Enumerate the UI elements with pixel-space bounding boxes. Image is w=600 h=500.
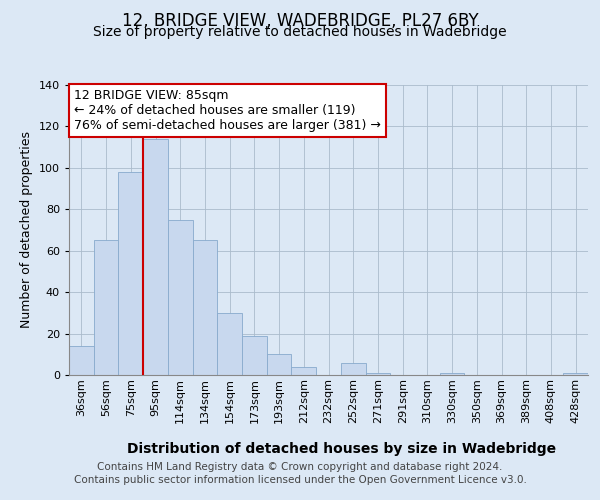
Bar [69,346,94,375]
Text: 12 BRIDGE VIEW: 85sqm
← 24% of detached houses are smaller (119)
76% of semi-det: 12 BRIDGE VIEW: 85sqm ← 24% of detached … [74,90,381,132]
Text: Contains public sector information licensed under the Open Government Licence v3: Contains public sector information licen… [74,475,526,485]
Bar [217,313,242,375]
Bar [365,373,390,375]
Bar [118,172,143,375]
Text: Distribution of detached houses by size in Wadebridge: Distribution of detached houses by size … [127,442,557,456]
Bar [267,354,292,375]
Bar [143,139,168,375]
Text: Size of property relative to detached houses in Wadebridge: Size of property relative to detached ho… [93,25,507,39]
Bar [193,240,217,375]
Text: Contains HM Land Registry data © Crown copyright and database right 2024.: Contains HM Land Registry data © Crown c… [97,462,503,472]
Bar [242,336,267,375]
Text: 12, BRIDGE VIEW, WADEBRIDGE, PL27 6BY: 12, BRIDGE VIEW, WADEBRIDGE, PL27 6BY [122,12,478,30]
Y-axis label: Number of detached properties: Number of detached properties [20,132,33,328]
Bar [563,373,588,375]
Bar [440,373,464,375]
Bar [94,240,118,375]
Bar [341,362,365,375]
Bar [292,366,316,375]
Bar [168,220,193,375]
